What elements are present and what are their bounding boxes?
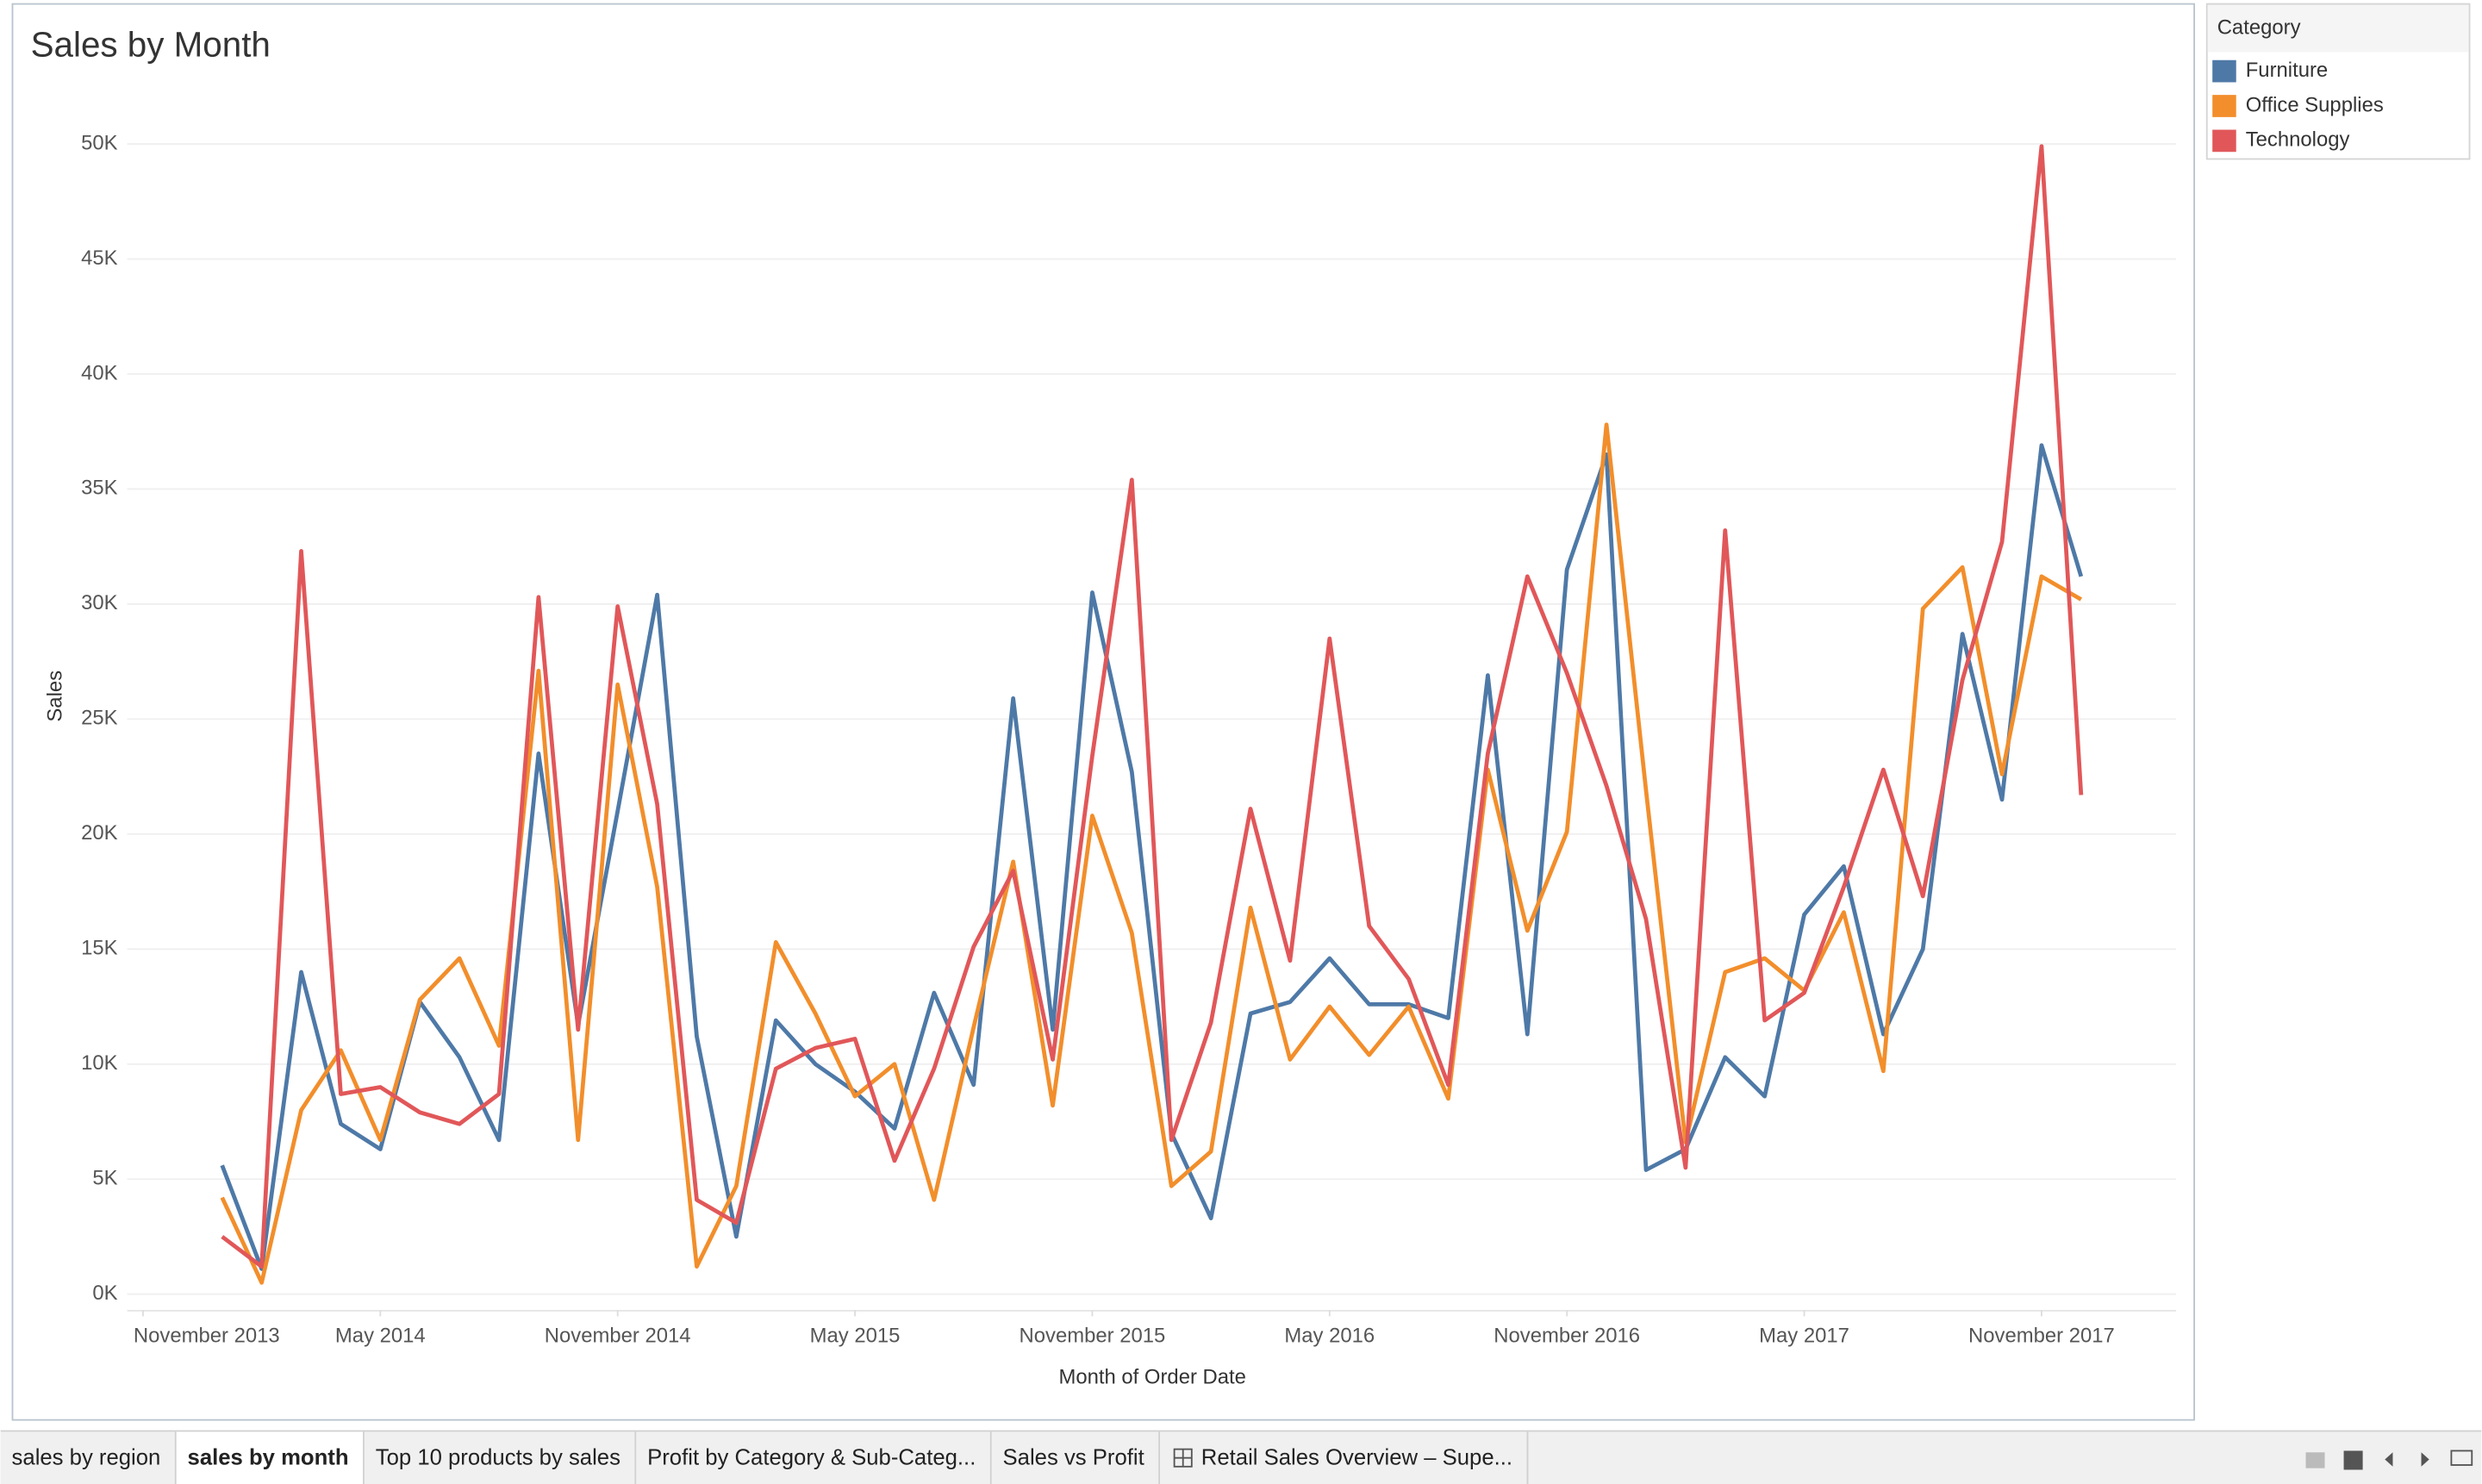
tab-label: sales by month — [188, 1445, 349, 1469]
series-line — [221, 144, 2084, 1269]
y-tick-label: 45K — [81, 246, 118, 270]
legend-swatch — [2212, 129, 2236, 153]
tab-background — [636, 1431, 990, 1484]
y-tick-label: 5K — [92, 1167, 117, 1190]
y-tick-label: 30K — [81, 591, 118, 614]
x-tick-label: November 2013 — [134, 1325, 280, 1348]
y-tick-label: 10K — [81, 1051, 118, 1075]
x-tick-label: November 2014 — [545, 1325, 691, 1348]
y-tick-label: 20K — [81, 821, 118, 845]
tab[interactable]: Sales vs Profit — [991, 1431, 1161, 1484]
y-tick-label: 0K — [92, 1281, 117, 1305]
tab-background — [991, 1431, 1159, 1484]
tab-label: Top 10 products by sales — [376, 1445, 620, 1469]
y-tick-label: 50K — [81, 131, 118, 154]
tabs: sales by region sales by month Top 10 prod… — [0, 1431, 1529, 1484]
x-tick-label: May 2015 — [810, 1325, 901, 1348]
plot-lines — [220, 144, 2084, 1285]
tab-label: Retail Sales Overview – Supe... — [1201, 1445, 1512, 1469]
legend-label: Office Supplies — [2246, 93, 2384, 116]
filmstrip-icon[interactable] — [2343, 1450, 2363, 1470]
prev-icon[interactable] — [2385, 1452, 2393, 1467]
nav-icons — [2305, 1450, 2473, 1470]
x-tick-label: May 2017 — [1759, 1325, 1849, 1348]
tab-background — [176, 1431, 364, 1484]
legend: Furniture Office Supplies Technology — [2212, 59, 2384, 153]
tab-label: Sales vs Profit — [1003, 1445, 1144, 1469]
y-tick-label: 35K — [81, 477, 118, 500]
present-icon[interactable] — [2450, 1450, 2473, 1466]
y-tick-label: 25K — [81, 707, 118, 730]
legend-title: Category — [2217, 16, 2301, 39]
x-axis-title: Month of Order Date — [1058, 1365, 1245, 1388]
tab[interactable]: sales by region — [0, 1431, 177, 1484]
x-tick-label: November 2017 — [1968, 1325, 2115, 1348]
y-tick-label: 40K — [81, 361, 118, 384]
chart-title: Sales by Month — [31, 25, 271, 65]
y-tick-label: 15K — [81, 937, 118, 960]
worksheet-frame — [11, 3, 2195, 1421]
tab[interactable]: Retail Sales Overview – Supe... — [1160, 1431, 1529, 1484]
legend-header — [2207, 4, 2469, 53]
x-tick-label: May 2014 — [335, 1325, 426, 1348]
tab-label: Profit by Category & Sub-Categ... — [647, 1445, 976, 1469]
next-icon[interactable] — [2421, 1452, 2429, 1467]
tab-background — [364, 1431, 635, 1484]
legend-label: Technology — [2246, 128, 2350, 152]
legend-swatch — [2212, 59, 2236, 83]
legend-label: Furniture — [2246, 59, 2328, 82]
x-tick-label: November 2015 — [1020, 1325, 1166, 1348]
grid: 0K 5K 10K 15K 20K 25K 30K 35K 40K 45K 50K November … — [81, 131, 2176, 1348]
tab[interactable]: sales by month — [176, 1431, 365, 1484]
tab[interactable]: Profit by Category & Sub-Categ... — [636, 1431, 992, 1484]
series-line — [220, 443, 2084, 1271]
grid-view-icon[interactable] — [2305, 1452, 2325, 1468]
series-line — [220, 422, 2083, 1285]
tab-background — [0, 1431, 175, 1484]
tab-background — [1160, 1431, 1527, 1484]
x-tick-label: May 2016 — [1284, 1325, 1375, 1348]
y-axis-title: Sales — [43, 670, 66, 722]
x-tick-label: November 2016 — [1494, 1325, 1640, 1348]
tab[interactable]: Top 10 products by sales — [364, 1431, 637, 1484]
tab-label: sales by region — [12, 1445, 161, 1469]
legend-swatch — [2212, 95, 2236, 117]
